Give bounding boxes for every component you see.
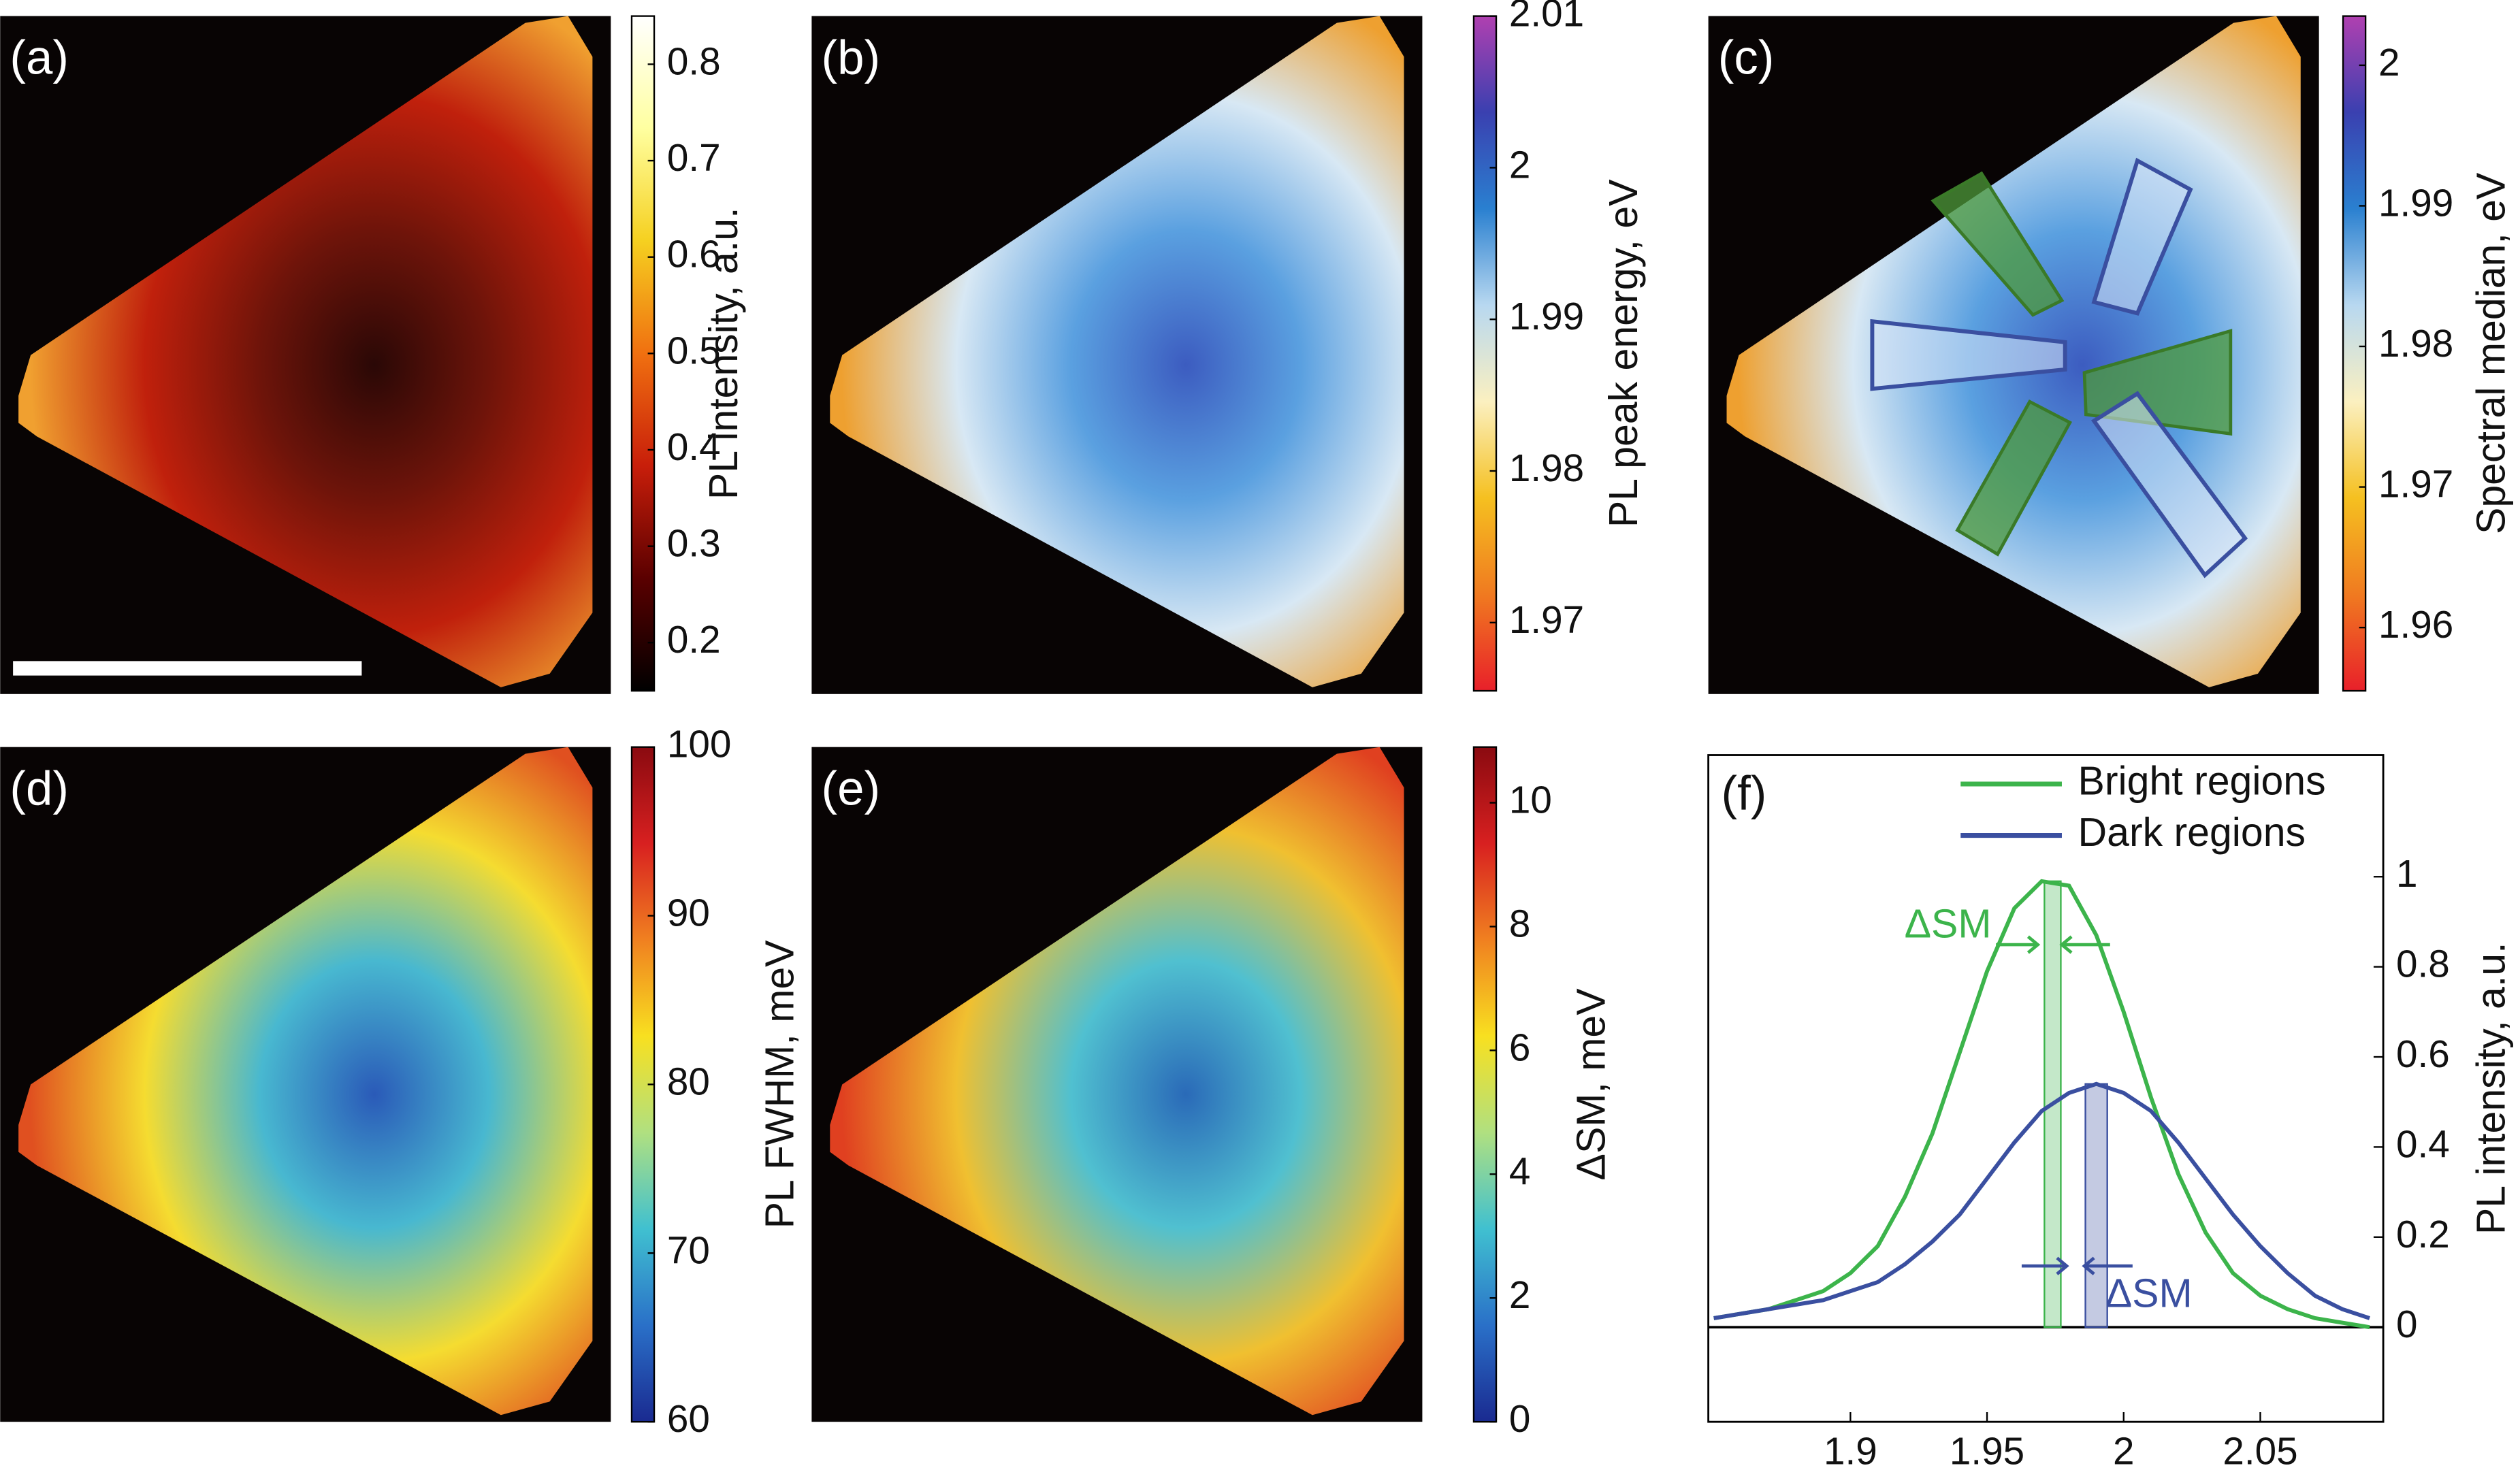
panel-label: (c): [1718, 31, 1775, 84]
region-outline: [1931, 171, 2065, 317]
plot-frame: [1707, 754, 2385, 1423]
colorbar-tick-label: 0.4: [667, 426, 721, 469]
colorbar-tick-label: 0: [1509, 1398, 1531, 1441]
region-outline: [2091, 157, 2193, 316]
colorbar-tick-label: 2.01: [1509, 0, 1584, 35]
colorbar-tick-label: 70: [667, 1229, 710, 1272]
data-line: [1713, 1081, 2370, 1320]
annotation: ΔSM: [2105, 1271, 2193, 1316]
colorbar-label: ΔSM, meV: [1569, 988, 1614, 1181]
legend-label: Dark regions: [2078, 810, 2306, 855]
region-outline: [1955, 399, 2073, 557]
panel-label: (d): [10, 762, 69, 816]
x-tick-label: 1.95: [1950, 1430, 2024, 1470]
y-tick-label: 0.2: [2396, 1213, 2450, 1256]
colorbar-tick-label: 1.97: [2378, 463, 2453, 506]
colorbar-tick-label: 1.98: [2378, 323, 2453, 365]
median-band: [2084, 1083, 2108, 1328]
colorbar-label: Spectral median, eV: [2469, 172, 2514, 534]
colorbar-tick-label: 60: [667, 1398, 710, 1441]
colorbar-tick-label: 0.6: [667, 233, 721, 276]
colorbar-tick-label: 4: [1509, 1150, 1531, 1193]
y-axis-label: PL intensity, a.u.: [2469, 943, 2514, 1235]
y-tick-label: 1: [2396, 853, 2418, 896]
colorbar: [1472, 15, 1498, 692]
colorbar-tick-label: 80: [667, 1060, 710, 1103]
colorbar-tick-label: 0.7: [667, 137, 721, 180]
colorbar-tick-label: 1.97: [1509, 599, 1584, 642]
y-tick-label: 0: [2396, 1303, 2418, 1346]
x-tick-label: 1.9: [1824, 1430, 1877, 1470]
colorbar-tick-label: 1.99: [2378, 182, 2453, 225]
y-tick-label: 0.8: [2396, 943, 2450, 986]
sample-map: [18, 747, 593, 1416]
sample-map: [830, 747, 1404, 1416]
annotation: ΔSM: [1905, 902, 1992, 947]
colorbar-tick-label: 6: [1509, 1026, 1531, 1069]
data-line: [1713, 879, 2370, 1330]
region-outline: [1870, 318, 2067, 391]
colorbar-tick-label: 90: [667, 892, 710, 935]
panel-label: (b): [822, 31, 881, 84]
colorbar-tick-label: 0.2: [667, 619, 721, 662]
colorbar-label: PL intensity, a.u.: [701, 208, 746, 500]
colorbar-tick-label: 0.3: [667, 523, 721, 566]
y-tick-label: 0.6: [2396, 1033, 2450, 1076]
x-tick-label: 2.05: [2223, 1430, 2297, 1470]
region-outline: [2090, 391, 2248, 578]
colorbar-label: PL peak energy, eV: [1601, 179, 1646, 527]
colorbar-tick-label: 1.98: [1509, 447, 1584, 490]
sample-map: [830, 16, 1404, 687]
panel-label: (f): [1722, 767, 1767, 821]
colorbar: [2342, 15, 2367, 692]
x-tick-label: 2: [2113, 1430, 2135, 1470]
legend-label: Bright regions: [2078, 759, 2326, 804]
colorbar-label: PL FWHM, meV: [757, 940, 802, 1229]
colorbar: [1472, 746, 1498, 1423]
colorbar-tick-label: 0.5: [667, 329, 721, 372]
colorbar-tick-label: 1.96: [2378, 604, 2453, 647]
y-tick-label: 0.4: [2396, 1123, 2450, 1166]
colorbar-tick-label: 0.8: [667, 40, 721, 83]
annotation-arrow: [1996, 935, 2110, 954]
colorbar-tick-label: 2: [2378, 42, 2400, 84]
colorbar-tick-label: 10: [1509, 779, 1552, 822]
colorbar-tick-label: 1.99: [1509, 295, 1584, 338]
colorbar-tick-label: 2: [1509, 1274, 1531, 1317]
sample-map: [18, 16, 593, 687]
colorbar-tick-label: 100: [667, 723, 732, 766]
panel-label: (a): [10, 31, 69, 84]
panel-label: (e): [822, 762, 881, 816]
annotation-arrow: [2021, 1256, 2133, 1275]
colorbar-tick-label: 2: [1509, 144, 1531, 186]
colorbar-tick-label: 8: [1509, 902, 1531, 945]
